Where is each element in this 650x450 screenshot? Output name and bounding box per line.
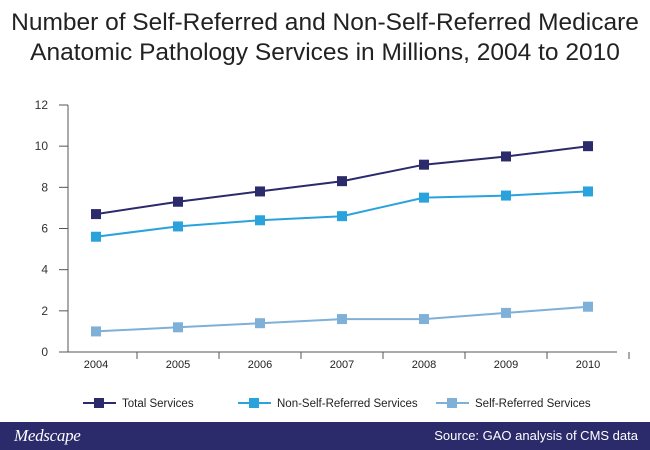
y-tick-label: 6	[41, 222, 48, 236]
x-tick-label: 2005	[166, 359, 190, 371]
data-point	[501, 307, 511, 318]
y-tick-label: 10	[35, 139, 49, 153]
y-tick-label: 8	[41, 180, 48, 194]
data-point	[173, 322, 183, 333]
data-point	[501, 190, 511, 201]
y-tick-label: 0	[41, 345, 48, 359]
data-point	[255, 186, 265, 197]
data-point	[337, 314, 347, 325]
data-point	[501, 151, 511, 162]
chart-title: Number of Self-Referred and Non-Self-Ref…	[0, 8, 650, 68]
medscape-logo: Medscape	[14, 426, 81, 445]
legend-label: Total Services	[122, 398, 194, 410]
legend-label: Self-Referred Services	[475, 398, 591, 410]
data-point	[419, 314, 429, 325]
data-point	[583, 186, 593, 197]
legend-marker	[249, 398, 259, 408]
data-point	[583, 301, 593, 312]
data-point	[173, 221, 183, 232]
x-tick-label: 2006	[248, 359, 272, 371]
data-point	[419, 192, 429, 203]
y-tick-label: 4	[41, 263, 48, 277]
data-point	[91, 209, 101, 220]
data-point	[173, 196, 183, 207]
line-chart: 0 2 4 6 8 10 12 2004 2005 2006 2007 2008 2009 2010 Tot…	[35, 98, 630, 410]
y-tick-label: 2	[41, 304, 48, 318]
chart-title-line-2: Anatomic Pathology Services in Millions,…	[30, 39, 620, 66]
data-point	[337, 176, 347, 187]
x-tick-label: 2010	[576, 359, 600, 371]
y-tick-label: 12	[35, 98, 49, 112]
legend-marker	[447, 398, 457, 408]
x-tick-label: 2008	[412, 359, 436, 371]
data-point	[255, 318, 265, 329]
x-tick-label: 2004	[84, 359, 108, 371]
data-point	[255, 215, 265, 226]
legend-label: Non-Self-Referred Services	[277, 398, 418, 410]
x-tick-label: 2009	[494, 359, 518, 371]
legend-marker	[94, 398, 104, 408]
data-point	[583, 141, 593, 152]
data-point	[419, 159, 429, 170]
footer-bar: Medscape Source: GAO analysis of CMS dat…	[0, 422, 650, 450]
data-point	[91, 326, 101, 337]
data-point	[337, 211, 347, 222]
data-point	[91, 231, 101, 242]
x-tick-label: 2007	[330, 359, 354, 371]
source-note: Source: GAO analysis of CMS data	[434, 428, 638, 443]
chart-title-line-1: Number of Self-Referred and Non-Self-Ref…	[11, 9, 639, 36]
